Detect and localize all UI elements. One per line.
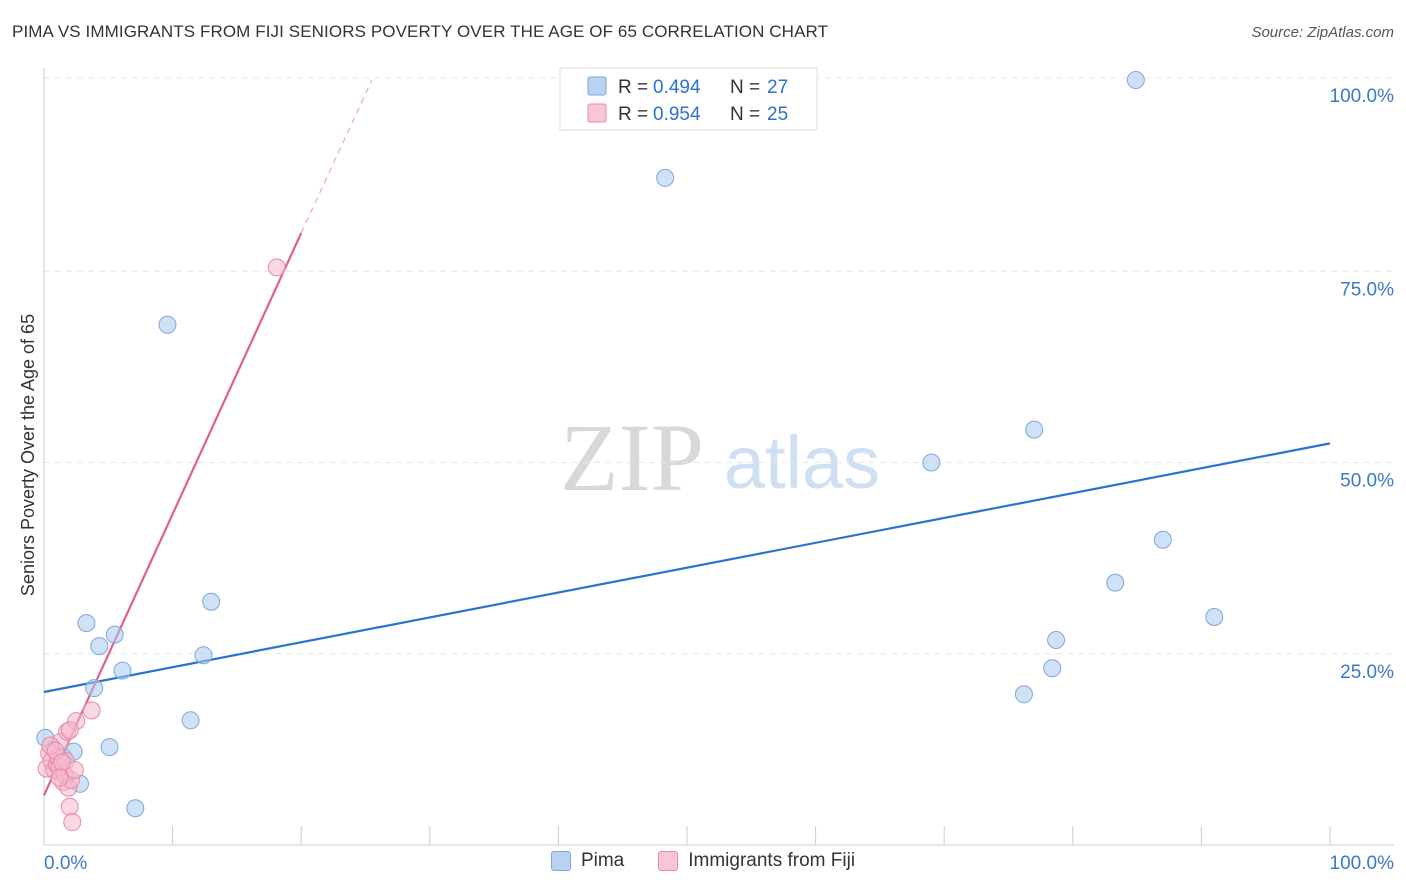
point-pima-10	[113, 661, 132, 680]
point-pima-19	[1025, 420, 1044, 439]
y-tick-label-25: 25.0%	[1340, 662, 1394, 683]
chart-source: Source: ZipAtlas.com	[1251, 24, 1394, 41]
point-pima-11	[126, 799, 145, 818]
legend-item-pima[interactable]: Pima	[550, 850, 625, 872]
legend-swatch-fiji	[587, 103, 607, 123]
point-pima-24	[1153, 530, 1172, 549]
point-pima-12	[158, 315, 177, 334]
legend-n-value-fiji: 25	[767, 104, 788, 125]
point-fiji-22	[60, 721, 79, 740]
point-pima-21	[1047, 630, 1066, 649]
trend-line-0	[43, 442, 1331, 694]
legend-swatch-pima	[587, 76, 607, 96]
legend-r-label-pima: R =	[618, 77, 648, 98]
point-pima-9	[105, 625, 124, 644]
point-pima-13	[181, 711, 200, 730]
point-fiji-15	[63, 813, 82, 832]
x-tick-label-max: 100.0%	[1330, 853, 1395, 874]
legend-marker-pima	[550, 851, 571, 871]
point-pima-23	[1126, 71, 1145, 89]
series-legend: Pima Immigrants from Fiji	[0, 850, 1406, 872]
grid-layer: 25.0% 50.0% 75.0% 100.0%	[44, 77, 1395, 683]
trend-line-ext-1	[300, 79, 373, 234]
y-tick-label-100: 100.0%	[1330, 86, 1395, 107]
y-tick-label-50: 50.0%	[1340, 471, 1394, 492]
chart-title: PIMA VS IMMIGRANTS FROM FIJI SENIORS POV…	[12, 22, 829, 41]
point-fiji-20	[53, 753, 72, 772]
legend-n-value-pima: 27	[767, 77, 788, 98]
point-fiji-21	[50, 768, 69, 787]
legend-item-fiji[interactable]: Immigrants from Fiji	[658, 850, 855, 872]
point-fiji-23	[82, 701, 101, 720]
y-axis-label: Seniors Poverty Over the Age of 65	[18, 314, 38, 596]
trend-layer	[42, 79, 1331, 796]
legend-marker-fiji	[658, 851, 679, 871]
point-pima-16	[656, 168, 675, 187]
point-fiji-24	[267, 258, 286, 277]
y-tick-label-75: 75.0%	[1340, 279, 1394, 300]
point-pima-6	[85, 679, 104, 698]
legend-n-label-pima: N =	[730, 77, 760, 98]
point-pima-8	[100, 738, 119, 757]
stats-legend: R = 0.494 N = 27 R = 0.954 N = 25	[559, 67, 818, 131]
trend-line-1	[42, 232, 303, 796]
point-pima-18	[1014, 685, 1033, 704]
point-pima-17	[922, 453, 941, 472]
legend-r-label-fiji: R =	[618, 104, 648, 125]
watermark-zip: ZIP	[560, 404, 704, 511]
x-tick-label-min: 0.0%	[44, 853, 87, 874]
point-pima-22	[1106, 573, 1125, 592]
legend-r-value-fiji: 0.954	[653, 104, 701, 125]
point-pima-5	[77, 614, 96, 633]
point-fiji-13	[60, 797, 79, 816]
legend-label-fiji: Immigrants from Fiji	[688, 850, 856, 871]
legend-label-pima: Pima	[580, 850, 625, 871]
point-pima-25	[1205, 608, 1224, 627]
point-pima-15	[202, 592, 221, 611]
point-pima-14	[194, 646, 213, 665]
legend-r-value-pima: 0.494	[653, 77, 701, 98]
point-pima-7	[90, 637, 109, 656]
axes-layer	[43, 68, 1394, 846]
points-layer	[36, 71, 1224, 832]
legend-n-label-fiji: N =	[730, 104, 760, 125]
point-pima-20	[1043, 659, 1062, 678]
watermark-atlas: atlas	[724, 421, 880, 504]
